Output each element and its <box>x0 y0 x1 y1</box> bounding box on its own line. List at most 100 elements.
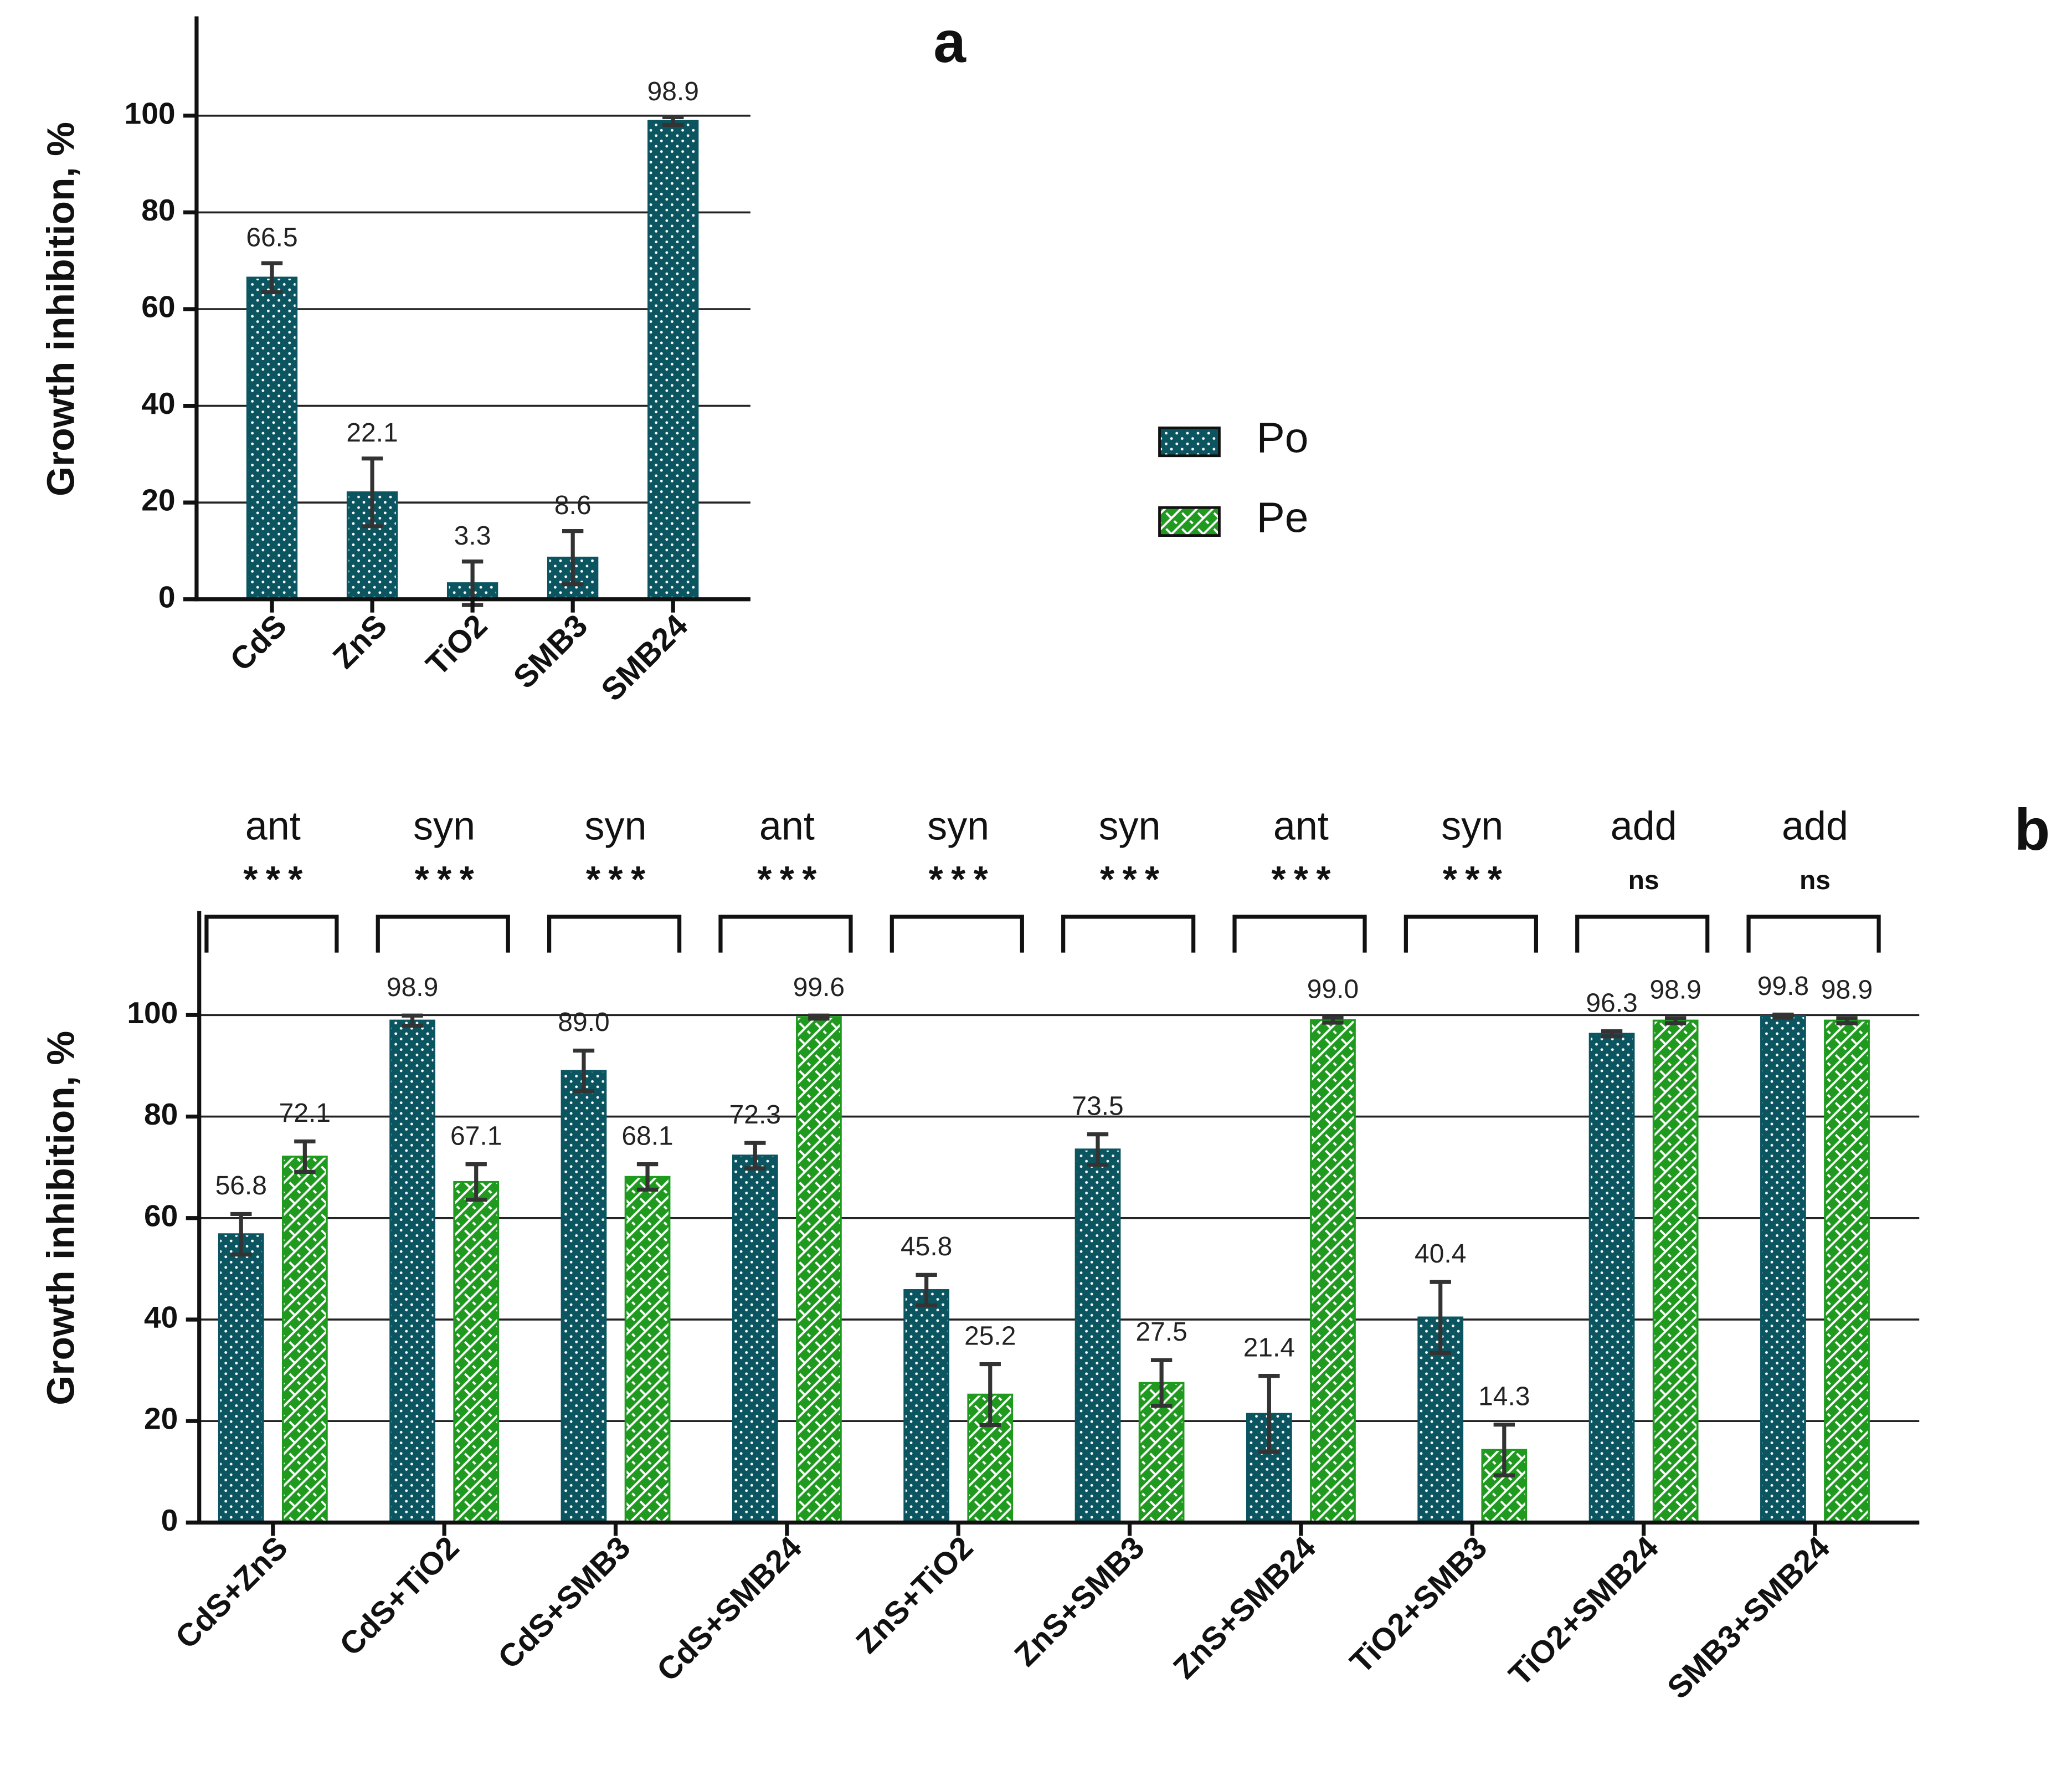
significance: *** <box>243 859 311 900</box>
y-axis-label: Growth inhibition, % <box>39 1031 82 1405</box>
error-bar <box>465 1162 487 1202</box>
value-label: 98.9 <box>1650 976 1701 1005</box>
significance: *** <box>1100 859 1168 900</box>
comparison-label: syn <box>413 804 475 849</box>
value-label: 73.5 <box>1072 1091 1123 1121</box>
x-tick-label: ZnS+SMB3 <box>1008 1530 1151 1673</box>
panel-title: b <box>2014 797 2050 863</box>
comparison-bracket <box>718 915 853 953</box>
comparison-bracket <box>1232 915 1367 953</box>
value-label: 72.3 <box>729 1100 781 1130</box>
significance: *** <box>1271 859 1339 900</box>
comparison-bracket <box>204 915 339 953</box>
error-bar <box>1601 1029 1623 1039</box>
bar <box>1652 1019 1699 1524</box>
error-bar <box>562 529 584 587</box>
value-label: 68.1 <box>621 1121 673 1151</box>
comparison-label: syn <box>585 804 647 849</box>
error-bar <box>744 1141 766 1171</box>
x-tick-label: SMB3 <box>507 608 594 695</box>
y-tick-label: 20 <box>144 1402 178 1436</box>
y-tick-label: 0 <box>161 1503 178 1537</box>
x-tick-label: CdS <box>223 608 294 678</box>
y-tick-label: 40 <box>144 1300 178 1335</box>
comparison-label: syn <box>1099 804 1161 849</box>
comparison-bracket <box>547 915 682 953</box>
comparison-label: add <box>1782 804 1848 849</box>
value-label: 98.9 <box>387 973 438 1002</box>
bar <box>218 1233 264 1524</box>
comparison-label: ant <box>759 804 815 849</box>
y-tick-label: 100 <box>127 995 178 1030</box>
comparison-bracket <box>890 915 1024 953</box>
x-tick-label: CdS+SMB24 <box>650 1530 809 1688</box>
x-tick-label: TiO2+SMB24 <box>1502 1530 1665 1692</box>
y-tick-label: 80 <box>141 193 175 227</box>
bar <box>246 276 298 601</box>
bar <box>1310 1019 1356 1524</box>
value-label: 72.1 <box>279 1099 331 1128</box>
value-label: 67.1 <box>450 1121 502 1151</box>
error-bar <box>662 115 684 127</box>
comparison-label: ant <box>245 804 301 849</box>
bar <box>903 1289 950 1524</box>
y-axis-label: Growth inhibition, % <box>39 122 82 496</box>
value-label: 98.9 <box>1821 976 1873 1005</box>
bar <box>561 1070 607 1524</box>
significance: ns <box>1799 866 1831 895</box>
value-label: 21.4 <box>1243 1333 1295 1362</box>
legend-label: Pe <box>1257 495 1309 542</box>
error-bar <box>808 1013 830 1021</box>
value-label: 99.0 <box>1307 975 1359 1004</box>
x-tick-label: SMB3+SMB24 <box>1660 1530 1837 1706</box>
x-tick-label: CdS+ZnS <box>169 1530 295 1655</box>
x-tick-label: ZnS+SMB24 <box>1166 1530 1323 1686</box>
value-label: 99.8 <box>1757 972 1809 1001</box>
y-tick-label: 60 <box>144 1198 178 1233</box>
y-tick-label: 80 <box>144 1097 178 1131</box>
value-label: 99.6 <box>793 973 845 1002</box>
y-tick-label: 20 <box>141 483 175 517</box>
comparison-bracket <box>1403 915 1538 953</box>
error-bar <box>1322 1015 1344 1025</box>
y-tick-label: 100 <box>125 96 176 130</box>
bar <box>1588 1033 1635 1524</box>
error-bar <box>294 1139 316 1174</box>
error-bar <box>261 261 283 295</box>
error-bar <box>1836 1016 1858 1025</box>
significance: *** <box>929 859 996 900</box>
comparison-bracket <box>1746 915 1881 953</box>
significance: *** <box>1443 859 1510 900</box>
error-bar <box>402 1013 423 1028</box>
bar <box>453 1181 500 1524</box>
bar <box>647 120 699 601</box>
legend-label: Po <box>1257 415 1309 462</box>
error-bar <box>979 1362 1001 1428</box>
comparison-bracket <box>376 915 510 953</box>
panel-title: a <box>933 9 966 75</box>
error-bar <box>916 1272 937 1307</box>
legend-swatch <box>1158 426 1221 458</box>
value-label: 45.8 <box>901 1232 952 1261</box>
value-label: 66.5 <box>246 223 297 253</box>
value-label: 22.1 <box>346 418 398 448</box>
value-label: 14.3 <box>1478 1382 1530 1411</box>
x-tick-label: CdS+TiO2 <box>333 1530 466 1662</box>
error-bar <box>1772 1012 1794 1020</box>
x-tick-label: CdS+SMB3 <box>491 1530 637 1675</box>
error-bar <box>1087 1132 1109 1167</box>
value-label: 25.2 <box>964 1321 1016 1351</box>
comparison-label: syn <box>927 804 989 849</box>
error-bar <box>1430 1280 1451 1356</box>
value-label: 40.4 <box>1415 1239 1466 1269</box>
y-tick-label: 40 <box>141 386 175 420</box>
comparison-label: ant <box>1273 804 1329 849</box>
comparison-label: syn <box>1441 804 1503 849</box>
x-tick-label: ZnS+TiO2 <box>850 1530 980 1660</box>
bar <box>624 1176 671 1524</box>
value-label: 3.3 <box>454 521 491 551</box>
significance: *** <box>757 859 825 900</box>
x-tick-label: TiO2 <box>419 608 494 682</box>
bar <box>389 1019 435 1524</box>
